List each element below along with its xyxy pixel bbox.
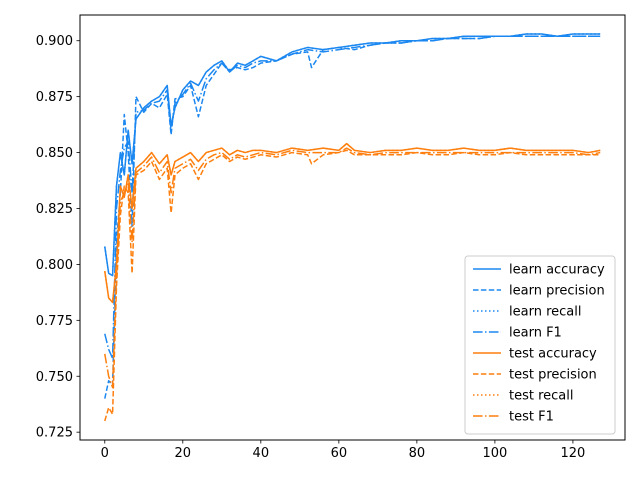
series-line-test-precision	[104, 149, 601, 422]
legend-label: test precision	[509, 368, 597, 383]
x-tick-label: 60	[331, 446, 348, 461]
x-tick-label: 120	[561, 446, 586, 461]
legend-label: test accuracy	[509, 347, 597, 362]
y-axis: 0.725 0.750 0.775 0.800 0.825 0.850 0.875 0.900	[36, 34, 80, 441]
y-tick-label: 0.775	[36, 314, 73, 329]
legend-label: test recall	[509, 389, 574, 404]
x-tick-label: 20	[175, 446, 192, 461]
y-tick-label: 0.825	[36, 202, 73, 217]
y-tick-label: 0.800	[36, 258, 73, 273]
series-line-test-accuracy	[104, 142, 601, 304]
legend-label: test F1	[509, 410, 554, 425]
legend-label: learn F1	[509, 326, 562, 341]
legend: learn accuracy learn precision learn recal…	[464, 255, 616, 435]
y-tick-label: 0.725	[36, 426, 73, 441]
legend-label: learn accuracy	[509, 263, 605, 278]
x-tick-label: 100	[482, 446, 507, 461]
legend-label: learn precision	[509, 284, 605, 299]
plot-frame	[79, 14, 626, 441]
legend-box	[464, 255, 616, 435]
y-tick-label: 0.875	[36, 90, 73, 105]
series-line-learn-f1	[104, 35, 601, 360]
series-line-test-f1	[104, 147, 601, 389]
x-axis: 0 20 40 60 80 100 120	[101, 440, 586, 461]
y-tick-label: 0.850	[36, 146, 73, 161]
y-tick-label: 0.750	[36, 370, 73, 385]
series-lines	[104, 33, 601, 422]
legend-label: learn recall	[509, 305, 581, 320]
x-tick-label: 40	[253, 446, 270, 461]
x-tick-label: 80	[409, 446, 426, 461]
x-tick-label: 0	[101, 446, 109, 461]
y-tick-label: 0.900	[36, 34, 73, 49]
